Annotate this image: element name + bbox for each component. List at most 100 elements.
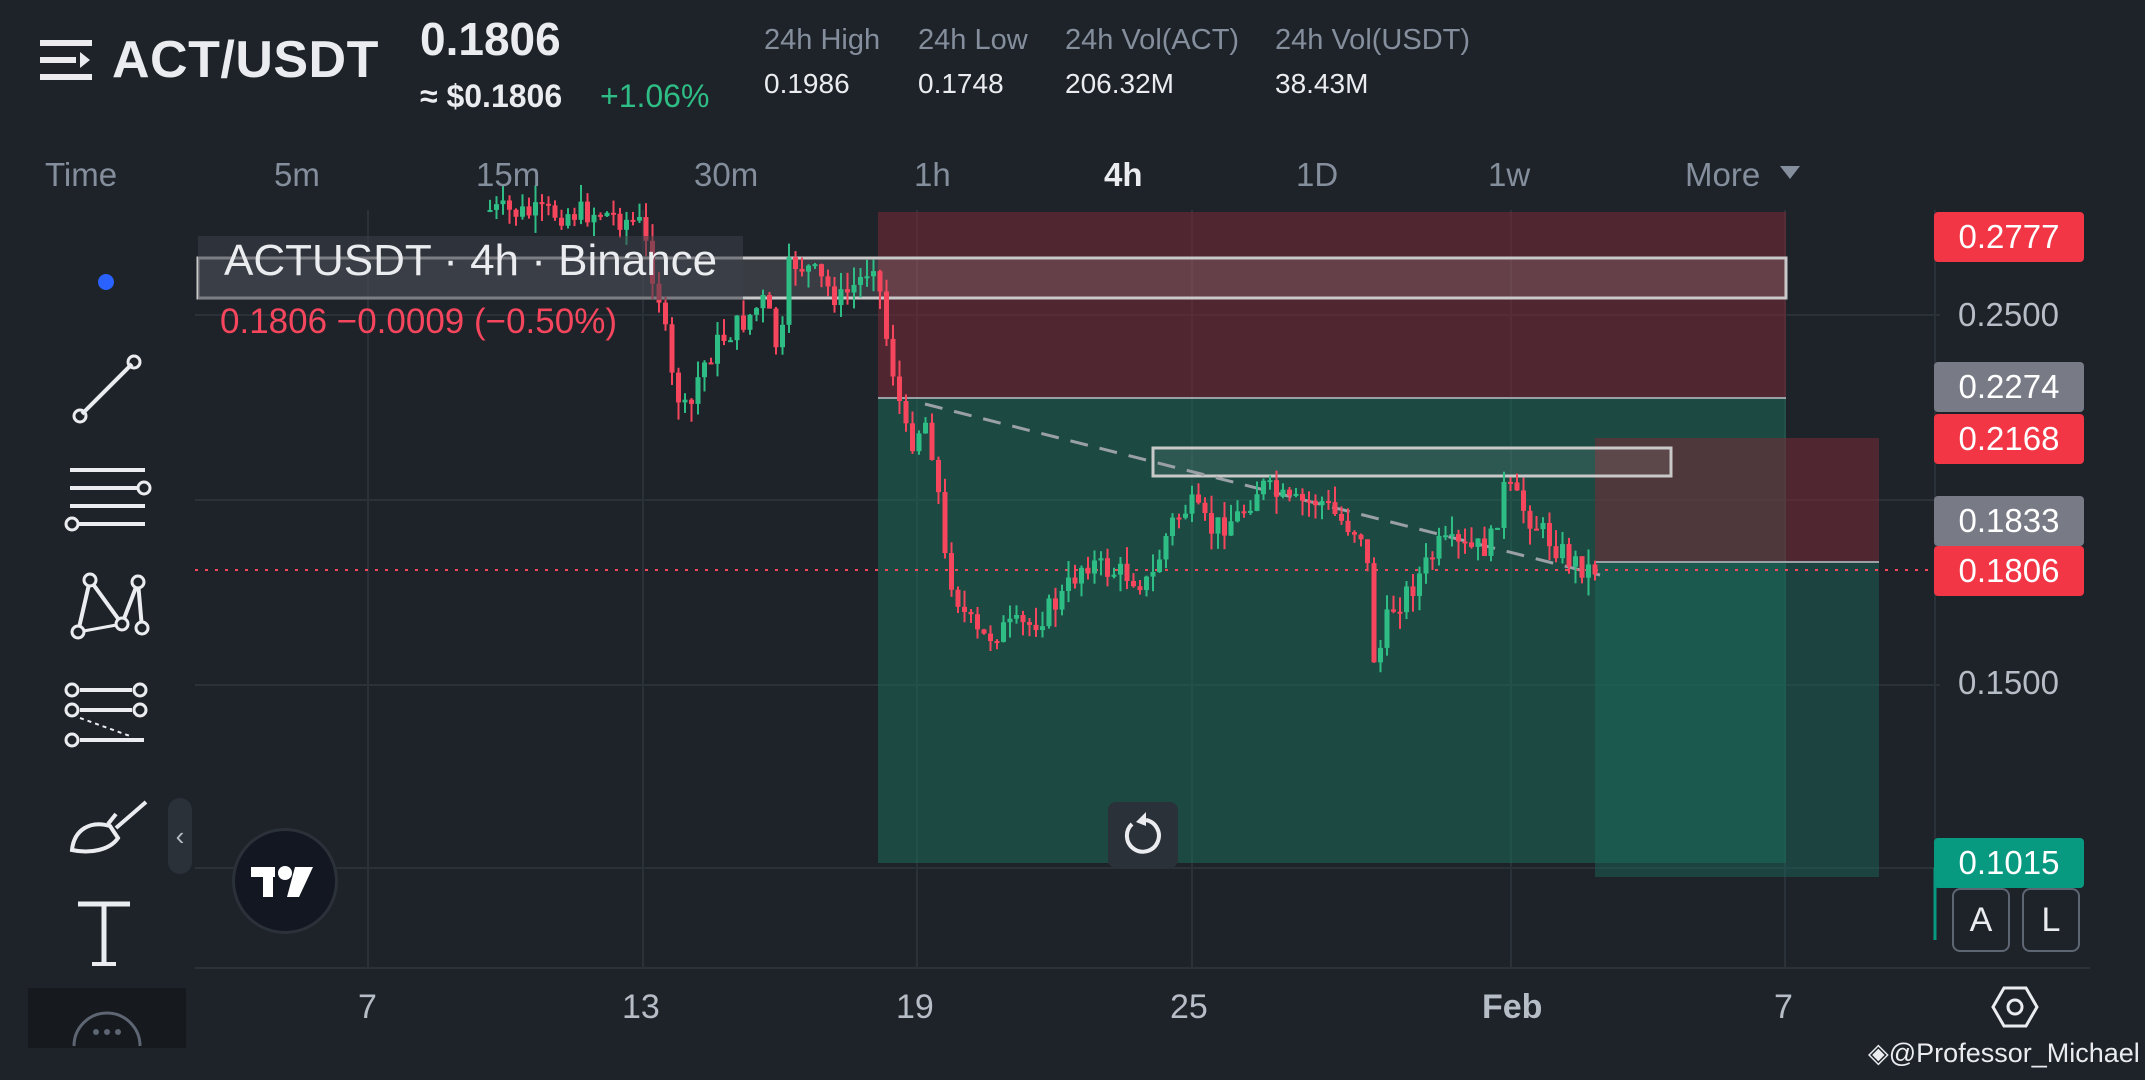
candle-body xyxy=(1046,598,1052,627)
short-position-2-risk-zone xyxy=(1595,438,1879,562)
pair-title[interactable]: ACT/USDT xyxy=(112,31,379,89)
candle-body xyxy=(1131,581,1136,587)
candle-body xyxy=(793,257,798,269)
candle-body xyxy=(1345,520,1351,533)
candle-body xyxy=(1228,521,1234,536)
candle-body xyxy=(1235,511,1240,522)
last-price: 0.1806 xyxy=(420,13,561,65)
tab-more[interactable]: More xyxy=(1685,156,1761,193)
candle-body xyxy=(487,209,493,212)
candle-body xyxy=(949,553,954,590)
more-tools-icon[interactable] xyxy=(70,1002,144,1048)
refresh-icon xyxy=(1124,812,1161,854)
candle-body xyxy=(715,334,720,364)
candle-body xyxy=(1365,539,1370,564)
candle-body xyxy=(1098,558,1104,561)
candle-body xyxy=(1280,489,1286,497)
tab-15m[interactable]: 15m xyxy=(476,156,541,193)
short-position-2-reward-zone xyxy=(1595,562,1879,877)
menu-icon[interactable] xyxy=(40,36,92,84)
candle-body xyxy=(968,612,974,615)
candle-body xyxy=(1007,618,1013,623)
horizontal-lines-icon[interactable] xyxy=(60,452,160,542)
brush-icon[interactable] xyxy=(60,780,160,870)
candle-body xyxy=(1040,626,1045,631)
candle-body xyxy=(1287,489,1292,496)
candle-body xyxy=(552,205,558,218)
candle-body xyxy=(1241,511,1247,514)
candle-body xyxy=(708,362,714,365)
candle-body xyxy=(955,589,961,607)
candle-body xyxy=(981,629,987,634)
candle-body xyxy=(1586,564,1591,578)
candle-body xyxy=(526,206,532,216)
stat-value-vol-usdt: 38.43M xyxy=(1275,68,1369,99)
log-scale-button[interactable]: L xyxy=(2022,888,2080,952)
descending-trendline xyxy=(924,402,1601,577)
candle-body xyxy=(559,217,564,226)
stat-label-low: 24h Low xyxy=(918,24,1028,56)
tab-4h[interactable]: 4h xyxy=(1104,156,1143,193)
trend-line-icon[interactable] xyxy=(60,342,160,432)
candle-body xyxy=(1254,494,1260,511)
candle-body xyxy=(903,401,909,424)
candle-body xyxy=(1170,517,1175,537)
auto-scale-button[interactable]: A xyxy=(1952,888,2010,952)
short-position-risk-zone xyxy=(878,212,1786,398)
date-axis-label: 19 xyxy=(896,988,934,1026)
candle-body xyxy=(494,204,499,210)
candle-body xyxy=(1033,624,1039,631)
candle-body xyxy=(1553,546,1559,559)
tab-time[interactable]: Time xyxy=(45,156,118,193)
candle-body xyxy=(825,276,831,287)
candle-body xyxy=(689,399,694,404)
reset-view-button[interactable] xyxy=(1108,802,1178,868)
fib-retracement-icon[interactable] xyxy=(60,670,160,760)
candle-body xyxy=(1358,534,1364,540)
tradingview-logo[interactable] xyxy=(232,828,338,934)
chevron-down-icon[interactable] xyxy=(1780,166,1800,179)
candle-body xyxy=(1326,501,1331,504)
candle-body xyxy=(851,284,857,293)
candle-body xyxy=(799,268,805,272)
candle-body xyxy=(1482,538,1487,556)
collapse-toolbar-button[interactable]: ‹ xyxy=(168,798,192,874)
candle-body xyxy=(1475,538,1481,547)
stat-value-low: 0.1748 xyxy=(918,68,1004,99)
candle-body xyxy=(780,324,785,348)
settings-icon[interactable] xyxy=(1990,982,2040,1032)
dot-icon[interactable] xyxy=(96,272,116,292)
candle-body xyxy=(578,201,584,220)
candle-body xyxy=(1092,560,1097,574)
candle-body xyxy=(1014,615,1019,619)
candle-body xyxy=(1176,517,1182,520)
watermark: ◈@Professor_Michael xyxy=(1868,1038,2140,1069)
tab-1w[interactable]: 1w xyxy=(1488,156,1531,193)
candle-body xyxy=(1150,572,1156,577)
candle-body xyxy=(942,492,948,554)
tab-5m[interactable]: 5m xyxy=(274,156,320,193)
candle-body xyxy=(1436,535,1442,559)
candle-body xyxy=(1514,482,1520,491)
text-tool-icon[interactable] xyxy=(60,888,160,978)
tab-1d[interactable]: 1D xyxy=(1296,156,1339,193)
candle-body xyxy=(1163,536,1169,560)
candle-body xyxy=(845,289,850,293)
stat-label-vol-act: 24h Vol(ACT) xyxy=(1065,24,1240,56)
candle-body xyxy=(1072,577,1078,584)
stat-label-vol-usdt: 24h Vol(USDT) xyxy=(1275,24,1471,56)
candle-body xyxy=(1183,513,1188,518)
candle-body xyxy=(1202,502,1208,514)
pattern-icon[interactable] xyxy=(60,560,160,650)
candle-body xyxy=(617,213,623,230)
candle-body xyxy=(747,314,753,330)
candle-body xyxy=(643,217,649,241)
drawing-toolbar xyxy=(28,210,186,1048)
tab-30m[interactable]: 30m xyxy=(694,156,759,193)
candle-body xyxy=(598,214,603,217)
candle-body xyxy=(1306,500,1312,503)
tab-1h[interactable]: 1h xyxy=(914,156,951,193)
candle-body xyxy=(565,214,571,226)
candle-body xyxy=(1501,481,1507,528)
